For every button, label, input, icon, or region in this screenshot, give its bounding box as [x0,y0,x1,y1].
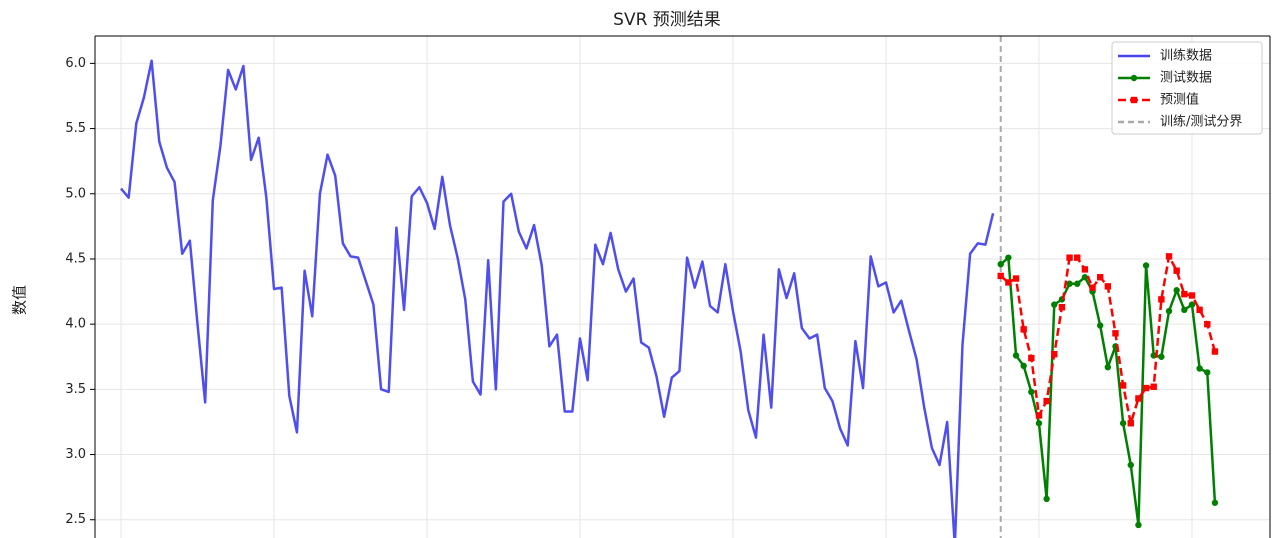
point [1135,395,1142,402]
point [1058,304,1066,311]
point [1181,290,1188,298]
legend-box [1111,41,1263,135]
point [1051,301,1058,308]
point [1035,420,1043,427]
point [1104,363,1112,371]
point [1005,279,1012,286]
point [1119,382,1127,389]
point [1204,320,1211,328]
axes: 2.5 3.0 3.5 4.0 4.5 5.0 5.5 6.0 [65,35,1271,538]
point [1196,306,1203,314]
point [1074,280,1081,287]
point [1066,280,1073,287]
y-tick-label: 2.5 [65,512,86,527]
point [1043,495,1050,503]
point [1081,266,1089,273]
point [1096,322,1104,329]
point [1196,365,1203,372]
point [1165,307,1173,315]
point [1005,254,1012,261]
point [1074,254,1081,261]
point [1188,301,1196,308]
point [1158,296,1165,303]
y-tick-label: 5.0 [65,186,86,201]
point [1020,326,1027,333]
legend-label: 训练数据 [1160,49,1212,64]
point [1066,254,1073,261]
point [1104,283,1112,290]
point [1142,384,1150,392]
point [1188,292,1196,299]
point [1127,420,1134,427]
y-tick-label: 6.0 [65,56,86,71]
point [1035,412,1043,419]
y-tick-label: 3.0 [65,447,86,462]
point [1081,274,1089,281]
point [1165,253,1173,260]
chart-title: SVR 预测结果 [613,10,721,30]
y-axis-label: 数值 [11,285,29,315]
point [1127,461,1134,469]
point [1043,397,1050,405]
point [1135,521,1142,529]
point [1173,287,1180,294]
point [1158,353,1165,360]
point [1012,275,1020,282]
legend-label: 测试数据 [1160,71,1212,86]
y-tick-label: 4.0 [65,317,86,332]
point [1028,388,1035,396]
point [1211,348,1219,355]
point [1119,420,1127,427]
point [1012,352,1020,359]
point [1142,262,1150,269]
legend-marker [1130,74,1138,82]
point [1181,306,1188,314]
point [1150,383,1157,390]
point [1020,362,1027,370]
point [1051,350,1058,358]
series-line [120,59,995,538]
point [1173,267,1180,274]
plot-area [120,36,1219,538]
y-tick-label: 5.5 [65,121,86,136]
legend-label: 预测值 [1160,92,1199,108]
point [997,260,1004,268]
legend-marker [1130,96,1138,104]
point [1089,284,1096,291]
point [997,272,1004,280]
point [1204,369,1211,376]
point [1112,330,1119,337]
point [1096,274,1104,281]
point [1211,499,1219,506]
point [1028,354,1035,362]
y-tick-label: 3.5 [65,382,86,397]
y-tick-label: 4.5 [65,251,86,266]
legend-label: 训练/测试分界 [1160,115,1242,130]
